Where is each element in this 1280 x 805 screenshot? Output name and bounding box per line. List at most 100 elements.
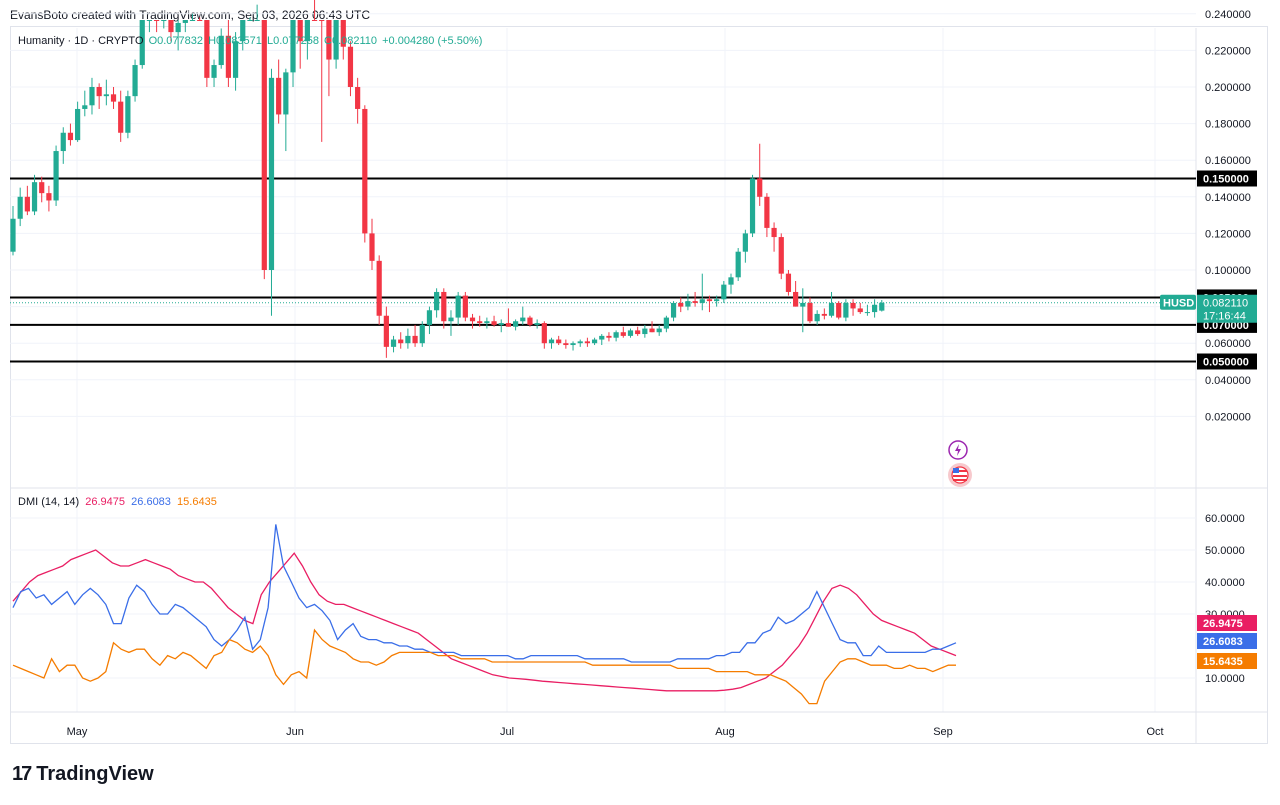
price-tick-label: 0.060000 xyxy=(1205,338,1251,350)
candle-body xyxy=(304,20,310,42)
current-price-label: 0.082110 xyxy=(1203,298,1248,310)
candle-body xyxy=(785,273,792,292)
symbol-label: Humanity · 1D · CRYPTO xyxy=(18,35,144,47)
candle-body xyxy=(656,328,662,333)
candle-body xyxy=(663,317,669,329)
candle-body xyxy=(96,87,102,97)
dmi-series xyxy=(12,524,957,705)
candle-body xyxy=(836,302,842,318)
dmi-legend: DMI (14, 14) 26.9475 26.6083 15.6435 xyxy=(18,496,217,508)
candle-body xyxy=(17,196,23,219)
candle-body xyxy=(333,20,339,60)
candle-body xyxy=(419,324,425,344)
candle-body xyxy=(441,291,447,322)
candle-body xyxy=(692,301,698,303)
candle-body xyxy=(426,310,433,325)
level-badge-label: 0.070000 xyxy=(1203,320,1249,332)
event-icons xyxy=(948,440,972,487)
dmi-value-badge-label: 26.6083 xyxy=(1203,636,1243,648)
dmi-tick-label: 40.0000 xyxy=(1205,577,1245,589)
price-tick-label: 0.020000 xyxy=(1205,411,1251,423)
candle-body xyxy=(606,335,612,338)
candle-body xyxy=(484,321,490,324)
adx-value: 15.6435 xyxy=(177,496,217,508)
dmi-value-badge xyxy=(1197,615,1257,631)
high-value: H0.083571 xyxy=(208,35,262,47)
candle-body xyxy=(728,277,734,285)
candle-body xyxy=(247,20,253,21)
candle-body xyxy=(434,291,440,311)
ticker-badge-label: HUSD xyxy=(1163,298,1194,310)
candle-body xyxy=(110,94,117,102)
candle-body xyxy=(139,20,145,66)
candle-body xyxy=(211,65,217,78)
minus-di-line xyxy=(12,524,957,663)
time-tick-label: Jul xyxy=(500,726,514,738)
candle-body xyxy=(642,328,648,335)
candle-body xyxy=(757,178,763,197)
candle-body xyxy=(864,312,871,314)
candle-body xyxy=(197,20,203,21)
time-tick-label: Aug xyxy=(715,726,735,738)
candle-body xyxy=(498,323,504,325)
price-tick-label: 0.140000 xyxy=(1205,192,1251,204)
candle-body xyxy=(685,301,691,307)
candle-body xyxy=(735,251,741,278)
candle-body xyxy=(254,20,260,21)
candle-body xyxy=(412,335,418,344)
minus-di-value: 26.6083 xyxy=(131,496,171,508)
candle-body xyxy=(527,317,533,325)
dmi-gridlines xyxy=(10,28,1196,712)
tradingview-logo[interactable]: 17 TradingView xyxy=(12,763,154,786)
candle-body xyxy=(821,313,827,316)
chart-attribution: EvansBoto created with TradingView.com, … xyxy=(10,8,370,22)
candle-body xyxy=(326,20,332,60)
candle-body xyxy=(742,233,748,252)
candle-body xyxy=(340,20,346,47)
candle-body xyxy=(319,20,325,21)
candle-body xyxy=(505,323,512,327)
open-value: O0.077832 xyxy=(148,35,204,47)
candle-body xyxy=(670,302,677,318)
candle-body xyxy=(520,317,526,322)
time-tick-label: May xyxy=(67,726,88,738)
candle-body xyxy=(699,299,705,303)
candle-body xyxy=(46,193,52,201)
plus-di-line xyxy=(12,549,957,692)
candle-body xyxy=(548,339,555,344)
candle-body xyxy=(355,87,361,109)
price-tick-label: 0.100000 xyxy=(1205,265,1251,277)
candle-body xyxy=(491,321,497,325)
current-price-badge xyxy=(1197,294,1257,323)
candle-body xyxy=(814,313,820,322)
candle-body xyxy=(276,77,282,115)
candle-body xyxy=(556,339,562,344)
candle-body xyxy=(857,308,863,313)
candle-body xyxy=(577,341,583,344)
candle-body xyxy=(678,302,684,307)
candle-body xyxy=(383,315,389,347)
price-tick-label: 0.240000 xyxy=(1205,9,1251,21)
candle-body xyxy=(39,182,45,194)
level-badge-label: 0.150000 xyxy=(1203,174,1249,186)
candle-body xyxy=(635,330,641,335)
horizontal-levels xyxy=(10,177,1196,363)
candle-body xyxy=(627,330,634,336)
candle-body xyxy=(828,302,835,316)
flag-canton xyxy=(953,468,959,473)
candle-body xyxy=(793,291,799,307)
candle-body xyxy=(584,341,590,344)
candle-body xyxy=(283,72,289,115)
adx-line xyxy=(12,628,956,705)
candle-body xyxy=(168,20,174,33)
candle-body xyxy=(800,302,806,307)
change-value: +0.004280 (+5.50%) xyxy=(382,35,483,47)
candle-body xyxy=(591,339,598,344)
candle-body xyxy=(405,335,411,344)
candle-body xyxy=(749,178,756,234)
time-tick-label: Oct xyxy=(1146,726,1163,738)
chart-frame xyxy=(10,26,1268,744)
candle-body xyxy=(53,151,59,201)
candle-body xyxy=(268,77,275,270)
